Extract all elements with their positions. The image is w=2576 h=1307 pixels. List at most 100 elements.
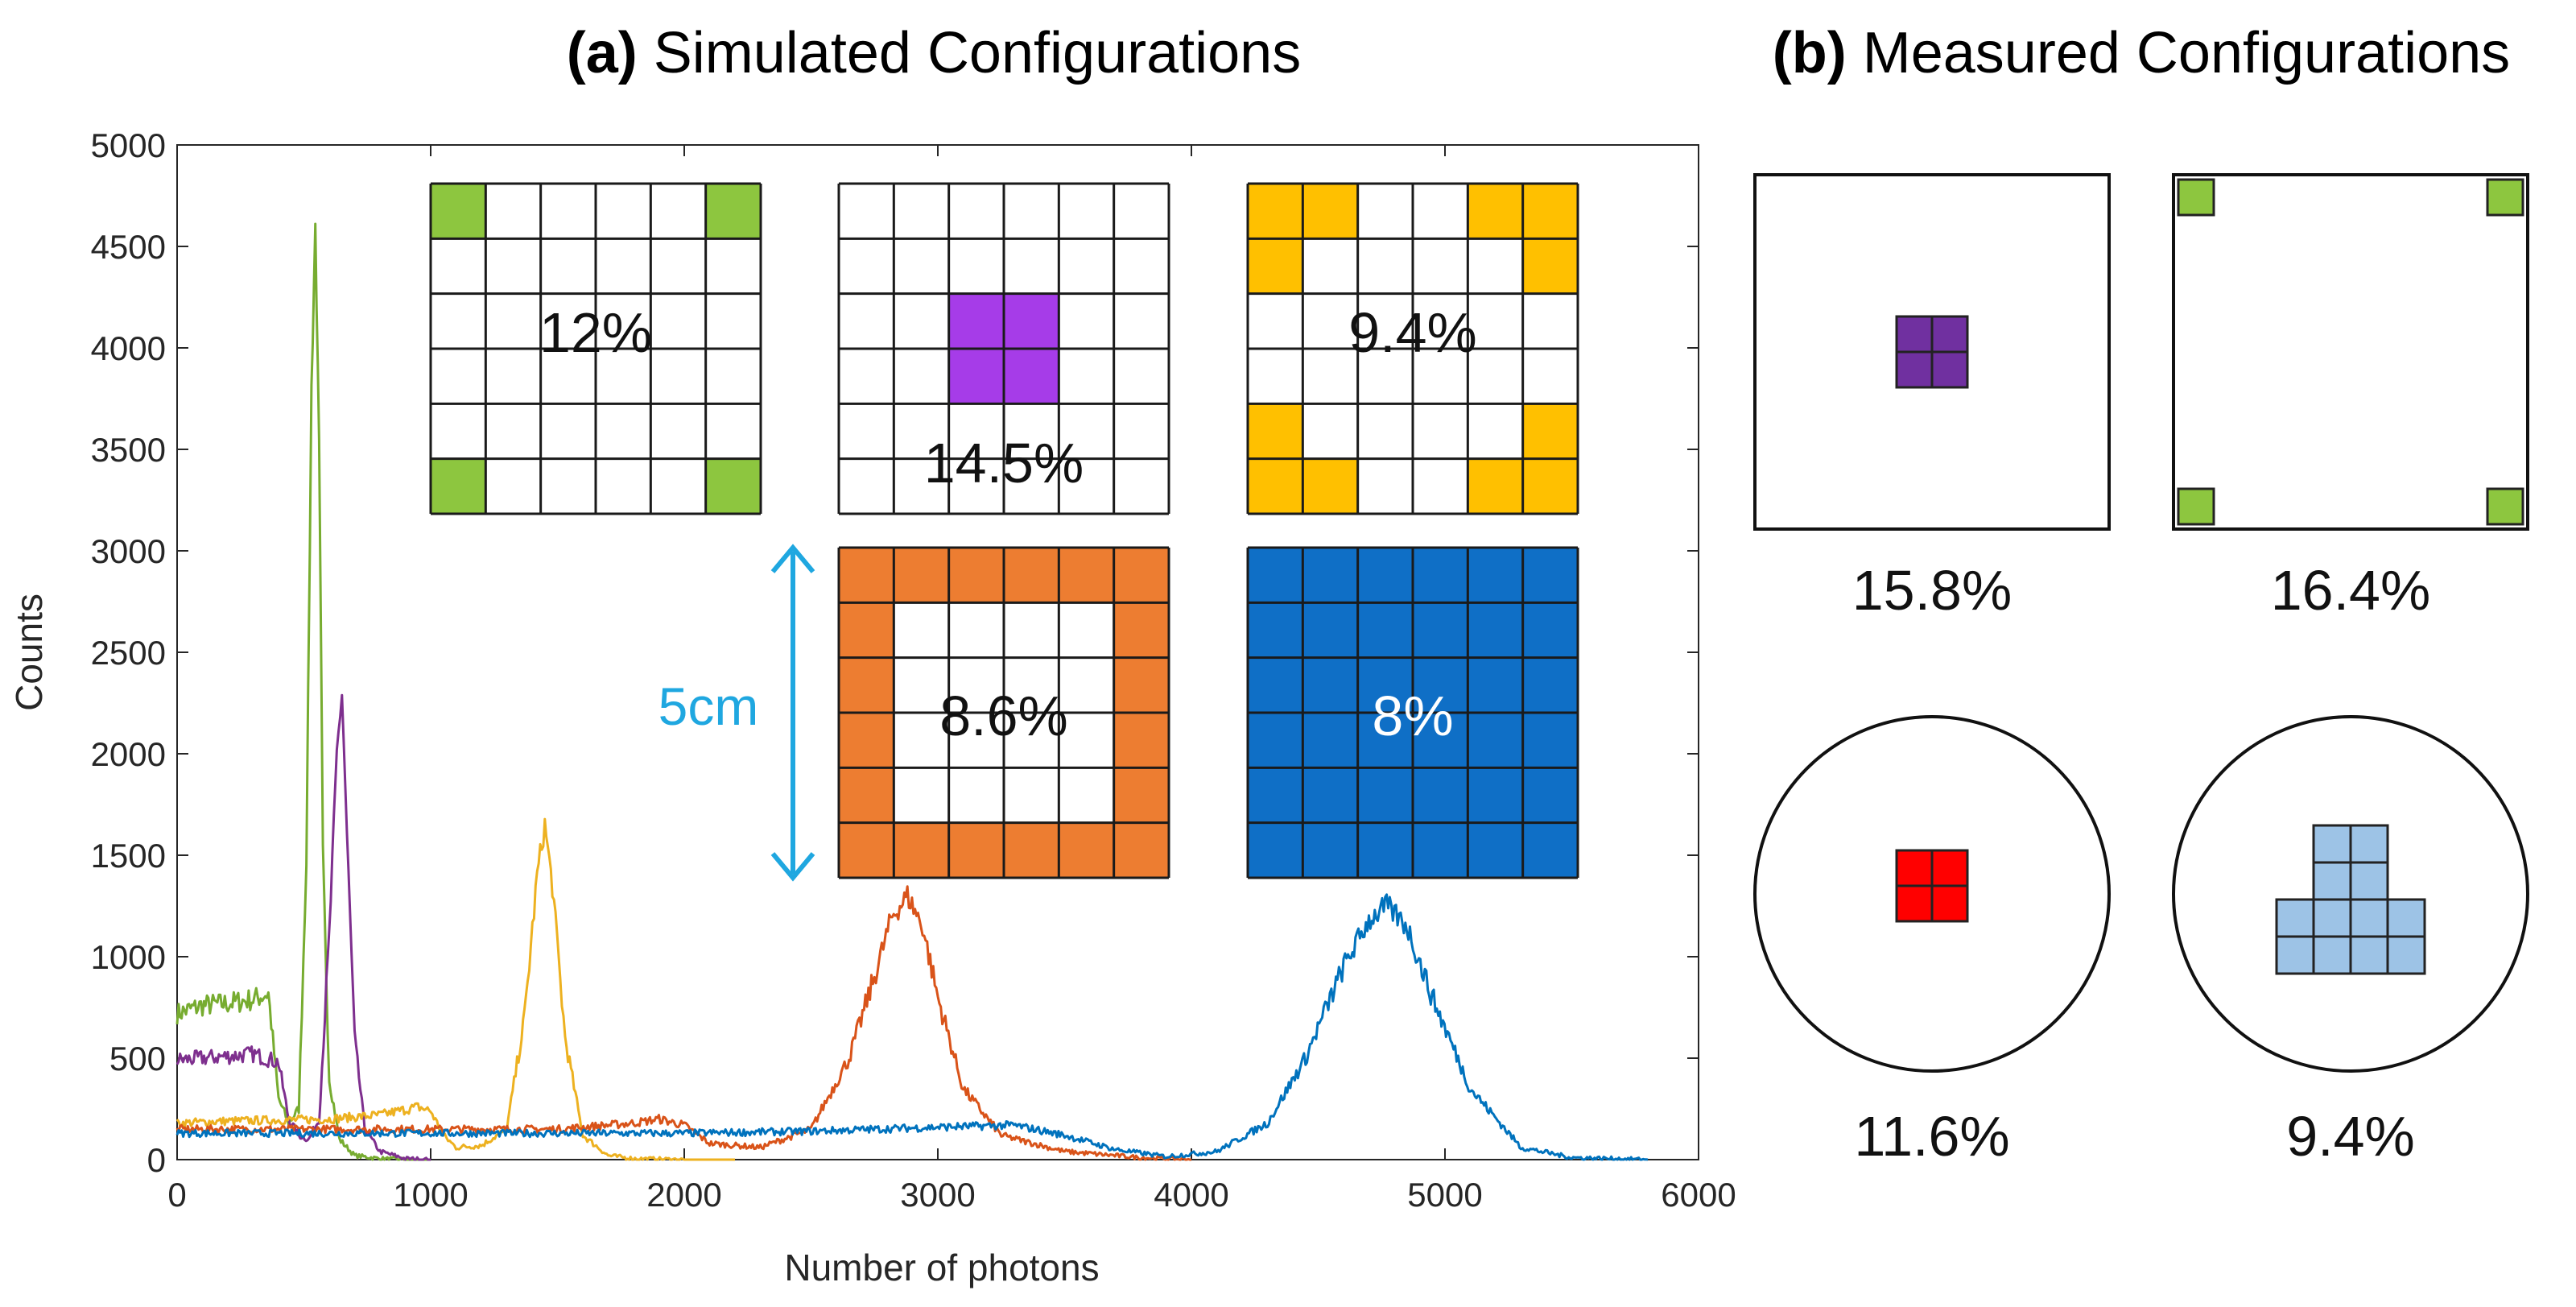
- series-lines: [175, 222, 1649, 1161]
- x-axis-label: Number of photons: [784, 1247, 1099, 1288]
- x-tick-label: 5000: [1407, 1176, 1482, 1214]
- inset-cell-filled: [1357, 602, 1413, 658]
- scale-bar: 5cm: [658, 544, 815, 882]
- inset-cell-filled: [1004, 293, 1059, 349]
- inset-cell-filled: [431, 458, 486, 514]
- inset-cell-filled: [1468, 822, 1523, 878]
- series-line-2: [175, 817, 735, 1161]
- panel-a-title-text: Simulated Configurations: [654, 21, 1301, 85]
- inset-cell-filled: [1113, 767, 1169, 823]
- inset-cell-filled: [1468, 657, 1523, 713]
- measured-cell: [1930, 884, 1969, 923]
- inset-cell-filled: [948, 822, 1004, 878]
- inset-cell-filled: [1522, 822, 1578, 878]
- inset-center-2x2: 14.5%: [837, 182, 1170, 515]
- inset-cell-filled: [1113, 602, 1169, 658]
- inset-cell-filled: [1248, 458, 1303, 514]
- measured-cell: [1895, 315, 1934, 354]
- inset-cell-filled: [1522, 548, 1578, 603]
- inset-cell-filled: [1004, 349, 1059, 404]
- series-line-0: [175, 222, 431, 1161]
- inset-cell-filled: [1357, 767, 1413, 823]
- inset-cell-filled: [1522, 238, 1578, 294]
- x-tick-label: 1000: [393, 1176, 468, 1214]
- x-tick-label: 6000: [1661, 1176, 1736, 1214]
- inset-cell-filled: [1004, 548, 1059, 603]
- inset-cell-filled: [1302, 713, 1358, 768]
- inset-cell-filled: [1302, 602, 1358, 658]
- inset-cell-filled: [1468, 713, 1523, 768]
- inset-cell-filled: [1248, 602, 1303, 658]
- measured-percent-label: 15.8%: [1852, 559, 2012, 622]
- inset-cell-filled: [1357, 713, 1413, 768]
- inset-cell-filled: [839, 767, 894, 823]
- inset-cell-filled: [1413, 657, 1468, 713]
- inset-cell-filled: [1248, 403, 1303, 459]
- measured-corner-cell: [2177, 178, 2215, 217]
- measured-square-1: 16.4%: [2172, 173, 2529, 622]
- inset-cell-filled: [1248, 184, 1303, 239]
- inset-cell-filled: [1248, 767, 1303, 823]
- measured-cell: [2275, 898, 2315, 938]
- panel-b-title: (b) Measured Configurations: [1773, 21, 2510, 85]
- inset-cell-filled: [1113, 822, 1169, 878]
- inset-corners-1: 12%: [429, 182, 762, 515]
- measured-percent-label: 9.4%: [2286, 1105, 2415, 1168]
- measured-corner-cell: [2486, 487, 2524, 526]
- x-axis-ticks: 0 1000 2000 3000 4000 5000 6000: [167, 145, 1736, 1214]
- scale-bar-arrow-down: [770, 852, 815, 882]
- inset-cell-filled: [839, 657, 894, 713]
- inset-cell-filled: [1302, 458, 1358, 514]
- y-tick-label: 500: [109, 1040, 166, 1077]
- inset-percent-label: 12%: [539, 301, 652, 364]
- measured-cell: [2312, 935, 2352, 975]
- measured-cell: [1895, 849, 1934, 887]
- inset-cell-filled: [1248, 713, 1303, 768]
- panel-b-prefix: (b): [1773, 21, 1847, 85]
- inset-cell-filled: [705, 458, 761, 514]
- measured-cell: [2312, 824, 2352, 864]
- inset-cell-filled: [839, 548, 894, 603]
- inset-cell-filled: [431, 184, 486, 239]
- y-tick-label: 2000: [91, 735, 166, 773]
- inset-percent-label: 8.6%: [939, 685, 1068, 747]
- inset-ring: 8.6%: [837, 546, 1170, 879]
- inset-cell-filled: [839, 602, 894, 658]
- inset-cell-filled: [1302, 767, 1358, 823]
- inset-cell-filled: [948, 548, 1004, 603]
- inset-cell-filled: [1413, 767, 1468, 823]
- measured-percent-label: 11.6%: [1854, 1105, 2009, 1168]
- x-tick-label: 4000: [1154, 1176, 1228, 1214]
- inset-cell-filled: [1004, 822, 1059, 878]
- inset-cell-filled: [894, 548, 949, 603]
- measured-cell: [2312, 861, 2352, 901]
- inset-cell-filled: [1248, 657, 1303, 713]
- measured-cell: [2349, 861, 2389, 901]
- x-tick-label: 0: [167, 1176, 186, 1214]
- y-tick-label: 5000: [91, 126, 166, 164]
- inset-cell-filled: [1522, 458, 1578, 514]
- panel-a-title: (a) Simulated Configurations: [567, 21, 1301, 85]
- inset-cell-filled: [1468, 767, 1523, 823]
- inset-cell-filled: [1113, 548, 1169, 603]
- y-tick-label: 2500: [91, 634, 166, 672]
- inset-cell-filled: [1413, 713, 1468, 768]
- inset-cell-filled: [1248, 548, 1303, 603]
- inset-cell-filled: [1468, 184, 1523, 239]
- inset-cell-filled: [705, 184, 761, 239]
- measured-cell: [1930, 350, 1969, 389]
- inset-cell-filled: [1468, 458, 1523, 514]
- y-tick-label: 1500: [91, 837, 166, 875]
- inset-cell-filled: [1413, 602, 1468, 658]
- panel-a-prefix: (a): [567, 21, 638, 85]
- inset-cell-filled: [1413, 822, 1468, 878]
- inset-percent-label: 8%: [1372, 685, 1453, 747]
- inset-cell-filled: [948, 349, 1004, 404]
- measured-outline-square: [2172, 173, 2529, 531]
- measured-square-0: 15.8%: [1753, 173, 2111, 622]
- inset-cell-filled: [1522, 403, 1578, 459]
- measured-cell: [2386, 935, 2426, 975]
- series-line-4: [175, 893, 1649, 1161]
- inset-cell-filled: [1468, 602, 1523, 658]
